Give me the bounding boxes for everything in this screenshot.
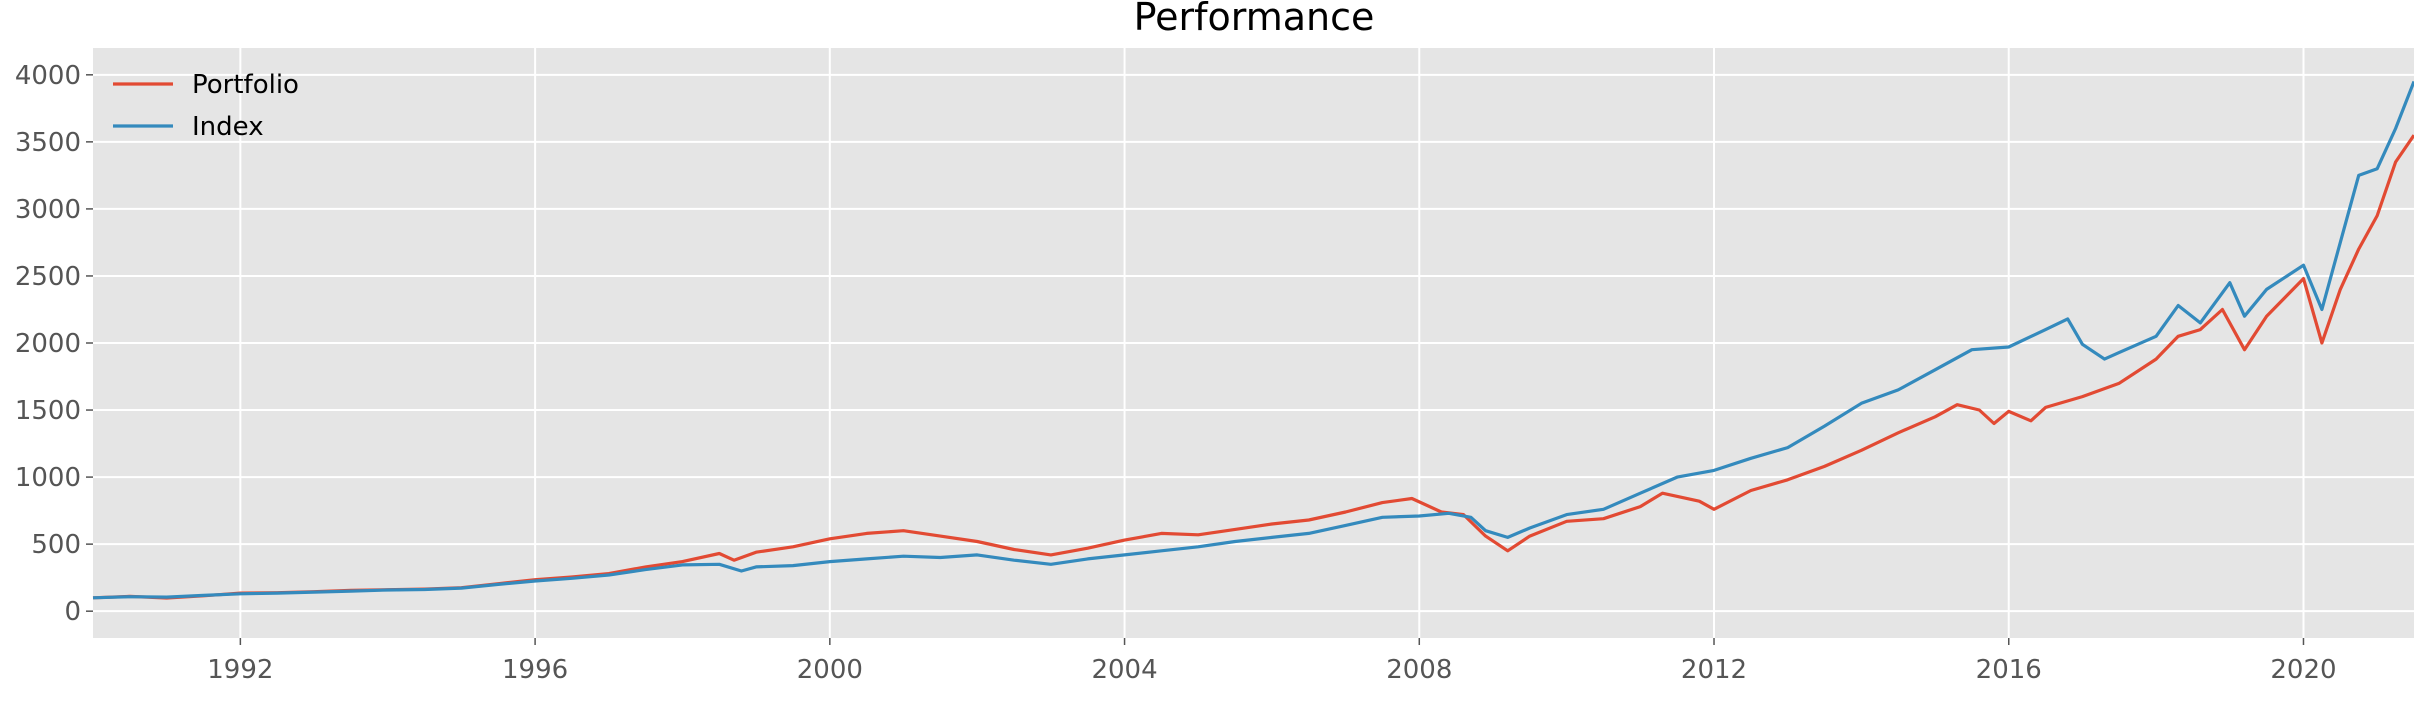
legend: Portfolio Index xyxy=(113,70,299,142)
series-line-index xyxy=(92,80,2414,600)
y-tick-label: 1500 xyxy=(15,396,81,426)
x-tick-label: 1996 xyxy=(502,655,568,685)
x-tick-label: 2012 xyxy=(1681,655,1747,685)
y-tick-label: 3000 xyxy=(15,195,81,225)
y-tick-label: 0 xyxy=(64,597,81,627)
series-layer xyxy=(92,80,2414,600)
x-tick-label: 2008 xyxy=(1386,655,1452,685)
x-tick-label: 2020 xyxy=(2270,655,2336,685)
x-tick-label: 2000 xyxy=(797,655,863,685)
y-tick-label: 500 xyxy=(31,530,81,560)
legend-label-portfolio: Portfolio xyxy=(192,70,299,100)
x-tick-label: 1992 xyxy=(207,655,273,685)
chart-title: Performance xyxy=(1134,0,1375,39)
y-tick-label: 1000 xyxy=(15,463,81,493)
legend-label-index: Index xyxy=(192,112,264,142)
y-tick-label: 3500 xyxy=(15,128,81,158)
y-tick-label: 4000 xyxy=(15,61,81,91)
y-tick-label: 2500 xyxy=(15,262,81,292)
x-tick-label: 2016 xyxy=(1976,655,2042,685)
x-tick-label: 2004 xyxy=(1091,655,1157,685)
grid xyxy=(93,48,2414,638)
axis-labels: 1992 1996 2000 2004 2008 2012 2016 2020 0 500 1000… xyxy=(15,61,2337,685)
y-tick-label: 2000 xyxy=(15,329,81,359)
